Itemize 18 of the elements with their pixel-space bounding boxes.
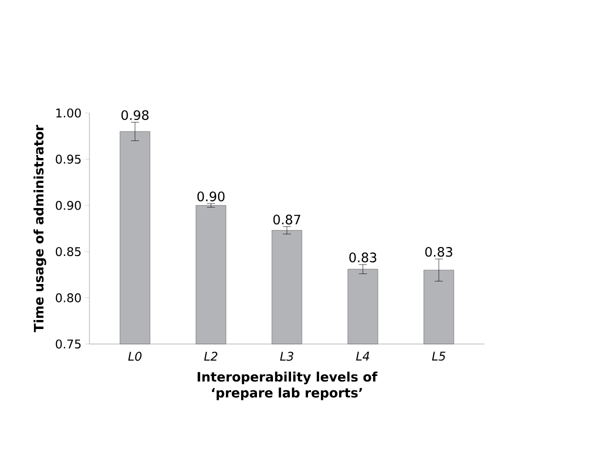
data-label: 0.83 (349, 252, 376, 262)
y-tick-label: 0.75 (56, 339, 81, 349)
data-label: 0.87 (273, 214, 300, 224)
y-tick-label: 0.80 (56, 293, 81, 302)
y-tick-label: 0.95 (56, 154, 81, 164)
x-tick-label: L0 (128, 352, 142, 361)
y-tick-label: 0.90 (56, 200, 81, 210)
x-axis-title: Interoperability levels of ‘prepare lab reports’ (198, 372, 378, 400)
y-tick-label: 1.00 (56, 108, 81, 118)
data-label: 0.83 (425, 247, 452, 257)
y-tick-label: 0.85 (56, 247, 81, 256)
x-tick-label: L5 (432, 352, 446, 361)
data-label: 0.90 (197, 192, 225, 202)
x-tick-label: L4 (356, 352, 370, 360)
x-tick-label: L2 (204, 352, 218, 361)
data-label: 0.98 (121, 110, 149, 120)
x-tick-label: L3 (280, 352, 294, 361)
y-axis-title: Time usage of administrator (34, 124, 46, 332)
